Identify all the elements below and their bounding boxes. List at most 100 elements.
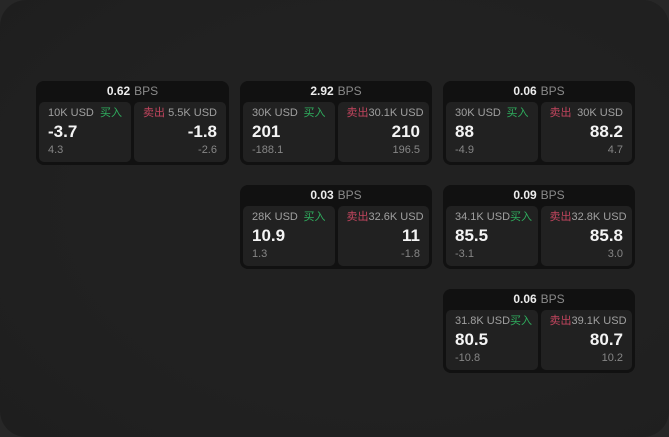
buy-panel-top: 30K USD 买入 (252, 107, 326, 120)
sell-notional-amount: 39.1K USD (571, 315, 627, 327)
sell-price: 85.8 (589, 226, 623, 245)
buy-side-label: 买入 (506, 107, 529, 119)
sell-panel[interactable]: 卖出 32.8K USD 85.8 3.0 (540, 206, 632, 266)
buy-side-label: 买入 (303, 211, 326, 223)
buy-panel-top: 30K USD 买入 (455, 107, 529, 120)
quote-card: 0.09 BPS 34.1K USD 买入 85.5 -3.1 卖出 32.8K… (443, 185, 635, 269)
sell-panel-top: 卖出 32.8K USD (550, 211, 627, 224)
buy-notional-amount: 28K USD (252, 211, 298, 223)
sell-panel-top: 卖出 30K USD (550, 107, 624, 120)
sell-price: -1.8 (187, 122, 217, 141)
sell-panel-top: 卖出 39.1K USD (549, 315, 627, 328)
bps-value: 2.92 (310, 84, 334, 98)
buy-panel-top: 10K USD 买入 (48, 107, 122, 120)
bps-value: 0.06 (513, 84, 537, 98)
buy-price: 10.9 (252, 226, 286, 245)
buy-panel[interactable]: 31.8K USD 买入 80.5 -10.8 (446, 310, 538, 370)
sell-skew-value: 3.0 (607, 248, 623, 260)
sell-skew-value: 196.5 (392, 144, 420, 156)
buy-panel[interactable]: 30K USD 买入 88 -4.9 (446, 102, 538, 162)
buy-side-label: 买入 (510, 211, 533, 223)
quote-card: 0.06 BPS 31.8K USD 买入 80.5 -10.8 卖出 39.1… (443, 289, 635, 373)
quote-card: 2.92 BPS 30K USD 买入 201 -188.1 卖出 30.1K … (240, 81, 432, 165)
sell-side-label: 卖出 (549, 315, 572, 327)
quote-panels: 30K USD 买入 88 -4.9 卖出 30K USD 88.2 4.7 (446, 102, 632, 162)
sell-side-label: 卖出 (346, 211, 369, 223)
sell-side-label: 卖出 (346, 107, 369, 119)
sell-panel[interactable]: 卖出 30.1K USD 210 196.5 (337, 102, 429, 162)
bps-unit-label: BPS (540, 292, 565, 306)
bps-unit-label: BPS (540, 84, 565, 98)
buy-price: 88 (455, 122, 474, 141)
bps-header: 0.62 BPS (39, 81, 226, 102)
sell-panel[interactable]: 卖出 39.1K USD 80.7 10.2 (540, 310, 632, 370)
sell-panel-top: 卖出 30.1K USD (346, 107, 424, 120)
buy-skew-value: -10.8 (455, 352, 481, 364)
sell-skew-value: 4.7 (607, 144, 623, 156)
buy-skew-value: -4.9 (455, 144, 474, 156)
quote-panels: 10K USD 买入 -3.7 4.3 卖出 5.5K USD -1.8 -2.… (39, 102, 226, 162)
bps-value: 0.06 (513, 292, 537, 306)
buy-panel-top: 34.1K USD 买入 (455, 211, 533, 224)
bps-unit-label: BPS (337, 84, 362, 98)
buy-panel[interactable]: 10K USD 买入 -3.7 4.3 (39, 102, 131, 162)
buy-price: -3.7 (48, 122, 78, 141)
buy-skew-value: 1.3 (252, 248, 268, 260)
buy-notional-amount: 30K USD (252, 107, 298, 119)
sell-side-label: 卖出 (143, 107, 165, 119)
sell-panel[interactable]: 卖出 5.5K USD -1.8 -2.6 (134, 102, 226, 162)
buy-panel[interactable]: 34.1K USD 买入 85.5 -3.1 (446, 206, 538, 266)
quote-panels: 34.1K USD 买入 85.5 -3.1 卖出 32.8K USD 85.8… (446, 206, 632, 266)
sell-notional-amount: 30K USD (577, 107, 623, 119)
sell-price: 88.2 (589, 122, 623, 141)
buy-side-label: 买入 (510, 315, 533, 327)
bps-value: 0.62 (106, 84, 131, 98)
quote-panels: 30K USD 买入 201 -188.1 卖出 30.1K USD 210 1… (243, 102, 429, 162)
sell-panel-top: 卖出 32.6K USD (346, 211, 424, 224)
sell-price: 210 (391, 122, 420, 141)
buy-panel[interactable]: 30K USD 买入 201 -188.1 (243, 102, 335, 162)
sell-panel-top: 卖出 5.5K USD (143, 107, 217, 120)
sell-notional-amount: 32.8K USD (571, 211, 627, 223)
sell-skew-value: 10.2 (601, 352, 623, 364)
bps-unit-label: BPS (134, 84, 159, 98)
buy-side-label: 买入 (100, 107, 122, 119)
buy-notional-amount: 31.8K USD (455, 315, 511, 327)
sell-side-label: 卖出 (549, 107, 572, 119)
bps-unit-label: BPS (540, 188, 565, 202)
buy-panel-top: 28K USD 买入 (252, 211, 326, 224)
quote-card: 0.62 BPS 10K USD 买入 -3.7 4.3 卖出 5.5K USD… (36, 81, 229, 165)
bps-header: 0.06 BPS (446, 81, 632, 102)
sell-notional-amount: 5.5K USD (168, 107, 217, 119)
buy-skew-value: 4.3 (48, 144, 64, 156)
buy-notional-amount: 30K USD (455, 107, 501, 119)
buy-skew-value: -3.1 (455, 248, 474, 260)
quote-panels: 31.8K USD 买入 80.5 -10.8 卖出 39.1K USD 80.… (446, 310, 632, 370)
bps-value: 0.09 (513, 188, 537, 202)
quote-cards-grid: 0.62 BPS 10K USD 买入 -3.7 4.3 卖出 5.5K USD… (36, 81, 635, 373)
bps-value: 0.03 (310, 188, 334, 202)
buy-notional-amount: 10K USD (48, 107, 94, 119)
buy-price: 80.5 (455, 330, 489, 349)
sell-skew-value: -1.8 (401, 248, 420, 260)
bps-header: 0.06 BPS (446, 289, 632, 310)
sell-price: 11 (402, 226, 420, 245)
buy-panel-top: 31.8K USD 买入 (455, 315, 533, 328)
sell-notional-amount: 32.6K USD (368, 211, 424, 223)
quote-card: 0.06 BPS 30K USD 买入 88 -4.9 卖出 30K USD 8… (443, 81, 635, 165)
buy-panel[interactable]: 28K USD 买入 10.9 1.3 (243, 206, 335, 266)
bps-unit-label: BPS (337, 188, 362, 202)
buy-skew-value: -188.1 (252, 144, 284, 156)
sell-skew-value: -2.6 (198, 144, 217, 156)
buy-notional-amount: 34.1K USD (455, 211, 511, 223)
sell-panel[interactable]: 卖出 30K USD 88.2 4.7 (540, 102, 632, 162)
bps-header: 0.03 BPS (243, 185, 429, 206)
buy-price: 201 (252, 122, 281, 141)
quote-card: 0.03 BPS 28K USD 买入 10.9 1.3 卖出 32.6K US… (240, 185, 432, 269)
quote-panels: 28K USD 买入 10.9 1.3 卖出 32.6K USD 11 -1.8 (243, 206, 429, 266)
sell-panel[interactable]: 卖出 32.6K USD 11 -1.8 (337, 206, 429, 266)
buy-side-label: 买入 (303, 107, 326, 119)
bps-header: 2.92 BPS (243, 81, 429, 102)
